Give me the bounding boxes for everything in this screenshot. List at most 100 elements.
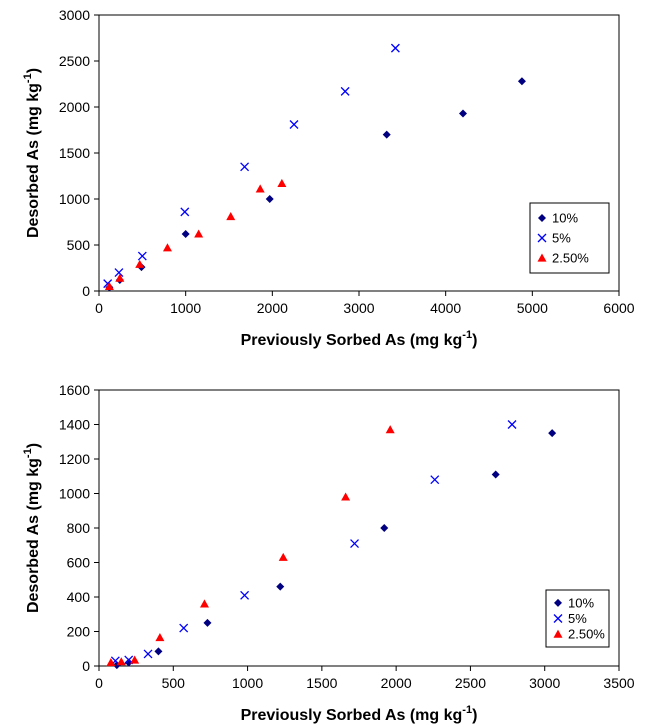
x-tick-label: 2000 <box>257 300 288 316</box>
y-tick-label: 200 <box>67 624 91 640</box>
y-tick-label: 2500 <box>59 53 90 69</box>
legend-marker <box>553 629 563 638</box>
x-tick-label: 2000 <box>381 675 412 691</box>
data-point <box>517 77 526 86</box>
y-tick-label: 0 <box>82 283 90 299</box>
x-tick-label: 3000 <box>529 675 560 691</box>
x-tick-label: 0 <box>95 675 103 691</box>
x-tick-label: 4000 <box>430 300 461 316</box>
data-point <box>180 207 190 217</box>
x-axis-title: Previously Sorbed As (mg kg-1) <box>241 704 478 724</box>
data-point <box>289 120 299 129</box>
y-tick-label: 1500 <box>59 145 90 161</box>
y-tick-label: 500 <box>67 237 91 253</box>
data-point <box>382 130 391 139</box>
data-point <box>181 229 190 238</box>
y-tick-label: 400 <box>67 589 91 605</box>
legend-marker <box>554 598 562 607</box>
legend: 10% 5% 2.50% <box>529 202 610 274</box>
x-tick-label: 500 <box>162 675 186 691</box>
x-tick-label: 1000 <box>170 300 201 316</box>
x-tick-label: 3000 <box>343 300 374 316</box>
legend: 10%5%2.50% <box>545 589 610 648</box>
y-tick-label: 600 <box>67 555 91 571</box>
data-point <box>130 655 140 664</box>
data-point <box>124 658 133 667</box>
data-point <box>430 475 440 485</box>
data-point <box>240 590 250 600</box>
plot-area <box>98 389 620 667</box>
data-point <box>491 470 500 479</box>
data-point <box>340 86 350 96</box>
data-point <box>203 618 212 627</box>
legend-label: 10% <box>568 595 594 610</box>
data-point <box>143 649 153 659</box>
data-point <box>115 273 125 282</box>
x-tick-label: 0 <box>95 300 103 316</box>
x-tick-label: 3500 <box>603 675 634 691</box>
y-tick-label: 2000 <box>59 99 90 115</box>
chart-bottom: 0 500 1000 1500 2000 2500 3000 3500 0 200 400 600 80… <box>22 382 635 724</box>
chart-top: 0 1000 2000 3000 4000 5000 6000 0 500 1000 1500 200… <box>22 7 635 349</box>
data-point <box>459 109 467 118</box>
x-tick-label: 1500 <box>306 675 337 691</box>
data-point <box>548 429 557 438</box>
data-point <box>137 251 147 261</box>
data-point <box>240 162 250 172</box>
y-tick-label: 800 <box>67 520 91 536</box>
data-point <box>154 647 163 656</box>
legend-marker <box>537 253 547 262</box>
x-tick-label: 6000 <box>603 300 634 316</box>
data-point <box>106 658 116 667</box>
data-point <box>278 552 288 561</box>
data-point <box>162 243 172 252</box>
data-point <box>507 420 517 429</box>
data-point <box>265 195 274 203</box>
data-point <box>226 211 236 221</box>
legend-marker <box>538 214 546 222</box>
y-tick-label: 1400 <box>59 417 90 433</box>
data-point <box>179 623 189 633</box>
data-point <box>385 425 395 434</box>
data-point <box>380 524 389 532</box>
series-0 <box>105 77 526 292</box>
y-tick-label: 1600 <box>59 382 90 398</box>
data-point <box>277 178 287 187</box>
legend-marker <box>537 233 547 243</box>
data-point <box>116 657 126 666</box>
series-1 <box>103 43 400 289</box>
data-point <box>390 43 400 53</box>
series-0 <box>112 429 557 670</box>
data-point <box>350 539 360 548</box>
legend-label: 5% <box>552 231 571 246</box>
x-axis-title: Previously Sorbed As (mg kg-1) <box>241 329 478 349</box>
legend-label: 2.50% <box>552 251 589 266</box>
data-point <box>341 492 351 501</box>
x-tick-label: 2500 <box>455 675 486 691</box>
y-tick-label: 0 <box>82 658 90 674</box>
legend-label: 5% <box>568 611 587 626</box>
data-point <box>276 582 285 591</box>
legend-marker <box>553 614 563 623</box>
y-tick-label: 1000 <box>59 486 90 502</box>
data-point <box>255 184 265 193</box>
data-point <box>155 633 165 642</box>
legend-label: 2.50% <box>568 627 605 642</box>
data-point <box>199 599 209 608</box>
series-1 <box>110 420 517 666</box>
data-point <box>135 259 145 268</box>
y-tick-label: 3000 <box>59 7 90 23</box>
y-tick-label: 1000 <box>59 191 90 207</box>
y-axis-title: Desorbed As (mg kg-1) <box>22 68 42 238</box>
series-2 <box>106 425 395 667</box>
x-tick-label: 5000 <box>517 300 548 316</box>
data-point <box>104 281 114 290</box>
data-point <box>114 268 124 278</box>
y-tick-label: 1200 <box>59 451 90 467</box>
y-axis-title: Desorbed As (mg kg-1) <box>22 443 42 613</box>
legend-label: 10% <box>552 211 578 226</box>
series-2 <box>104 178 287 290</box>
x-tick-label: 1000 <box>232 675 263 691</box>
data-point <box>194 229 204 238</box>
